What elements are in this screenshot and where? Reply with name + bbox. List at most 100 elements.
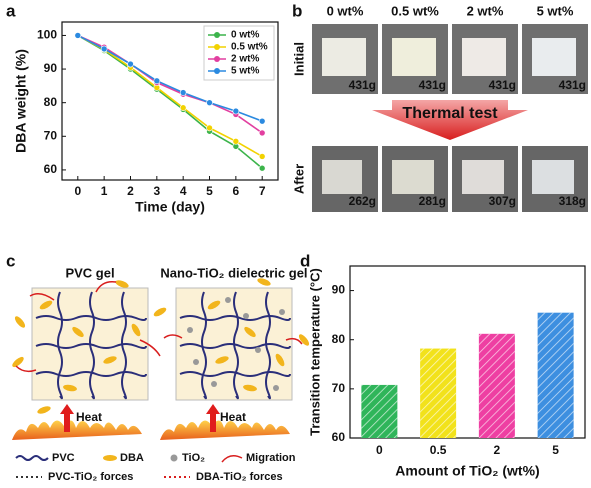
sample [532, 38, 576, 76]
x-tick-label: 2 [494, 443, 501, 457]
diagram-legend-label: DBA-TiO₂ forces [196, 471, 283, 483]
x-axis-label: Time (day) [135, 199, 205, 215]
x-axis-label: Amount of TiO₂ (wt%) [395, 463, 539, 479]
bar-hatch [478, 333, 515, 438]
x-tick-label: 7 [259, 184, 266, 198]
sample [462, 160, 504, 194]
marker [258, 164, 266, 172]
row-label: Initial [291, 42, 306, 76]
x-tick-label: 0 [376, 443, 383, 457]
photo-grid [312, 24, 588, 212]
tio2-particles [187, 297, 285, 391]
diagram-title: Nano-TiO₂ dielectric gel [160, 265, 307, 280]
legend-marker [214, 68, 220, 74]
legend-marker [214, 56, 220, 62]
legend-label: 0 wt% [231, 30, 259, 41]
plot-frame [61, 21, 279, 181]
diagram-title: PVC gel [65, 265, 114, 280]
column-header: 2 wt% [467, 3, 504, 18]
bar-hatch [420, 348, 457, 438]
bar-hatch [361, 384, 398, 438]
legend-icon [170, 454, 178, 462]
panel-label: d [300, 251, 310, 270]
y-axis-label: DBA weight (%) [13, 49, 29, 153]
marker [232, 138, 240, 145]
x-tick-label: 4 [180, 184, 187, 198]
marker [74, 32, 82, 39]
diagram-legend-label: PVC-TiO₂ forces [48, 471, 133, 483]
y-tick-label: 60 [332, 430, 346, 444]
sample [532, 160, 574, 194]
line [77, 34, 263, 134]
weight-label: 431g [349, 78, 376, 92]
x-tick-label: 6 [233, 184, 240, 198]
sample [392, 160, 434, 194]
legend-icon [221, 455, 243, 463]
legend-label: 5 wt% [231, 66, 259, 77]
sample [462, 38, 506, 76]
y-tick-label: 90 [44, 61, 58, 75]
marker [258, 129, 266, 137]
marker [258, 117, 266, 125]
process-label: Thermal test [402, 105, 498, 122]
y-tick-label: 70 [332, 381, 346, 395]
line [77, 34, 263, 169]
heat-label: Heat [76, 410, 102, 424]
marker [179, 89, 187, 96]
weight-label: 307g [489, 194, 516, 208]
legend-icon [103, 455, 117, 461]
diagram-legend-label: TiO₂ [182, 452, 205, 464]
diagram-legend-label: DBA [120, 452, 144, 464]
dba-molecules [12, 278, 310, 414]
marker [100, 45, 108, 53]
y-tick-label: 80 [332, 332, 346, 346]
x-tick-label: 5 [206, 184, 213, 198]
marker [258, 153, 266, 160]
weight-label: 431g [489, 78, 516, 92]
y-tick-label: 100 [37, 28, 57, 42]
pvc-network [35, 291, 291, 400]
y-tick-label: 90 [332, 283, 346, 297]
fire [160, 420, 290, 440]
legend-marker [214, 32, 220, 38]
legend-marker [214, 44, 220, 50]
x-tick-label: 5 [552, 443, 559, 457]
column-header: 5 wt% [537, 3, 574, 18]
marker [206, 99, 213, 106]
diagram-legend-label: PVC [52, 452, 75, 464]
diagram [12, 278, 310, 478]
heat-arrow [206, 404, 220, 432]
column-header: 0.5 wt% [391, 3, 439, 18]
process-arrow [372, 100, 528, 140]
weight-label: 318g [559, 194, 586, 208]
y-tick-label: 70 [44, 128, 58, 142]
panel-label: a [6, 1, 16, 20]
row-label: After [291, 164, 306, 194]
legend-label: 2 wt% [231, 54, 259, 65]
heat-arrow [60, 404, 74, 432]
x-tick-label: 0 [74, 184, 81, 198]
migration-arrows [15, 280, 303, 373]
marker [206, 124, 213, 132]
diagram-legend-label: Migration [246, 452, 296, 464]
marker [127, 60, 134, 68]
x-tick-label: 3 [153, 184, 160, 198]
y-axis-label: Transition temperature (°C) [307, 268, 322, 436]
weight-label: 262g [349, 194, 376, 208]
weight-label: 281g [419, 194, 446, 208]
heat-label: Heat [220, 410, 246, 424]
weight-label: 431g [419, 78, 446, 92]
marker [179, 104, 187, 112]
line [77, 34, 263, 122]
legend-icon [15, 455, 49, 461]
panel-label: b [292, 1, 302, 20]
y-tick-label: 60 [44, 162, 58, 176]
legend-label: 0.5 wt% [231, 42, 268, 53]
fire [12, 420, 142, 440]
x-tick-label: 1 [101, 184, 108, 198]
plot-frame [349, 265, 586, 439]
marker [153, 77, 161, 85]
marker [232, 107, 240, 115]
column-header: 0 wt% [327, 3, 364, 18]
